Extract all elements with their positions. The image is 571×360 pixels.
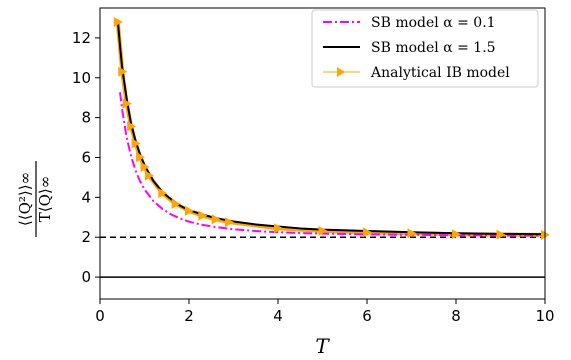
series-marker-analytical-ib — [225, 217, 235, 228]
series-marker-analytical-ib — [122, 98, 132, 109]
series-marker-analytical-ib — [158, 188, 168, 199]
series-marker-analytical-ib — [127, 121, 137, 132]
series-marker-analytical-ib — [171, 198, 181, 209]
y-axis-label-numerator: ⟨⟨Q²⟩⟩∞ — [16, 172, 34, 226]
y-tick-label: 0 — [81, 268, 91, 286]
series-marker-analytical-ib — [185, 205, 194, 216]
legend-marker-analytical-ib — [337, 67, 345, 77]
series-marker-analytical-ib — [496, 229, 506, 240]
series-marker-analytical-ib — [211, 214, 221, 225]
legend: SB model α = 0.1 SB model α = 1.5 Analyt… — [311, 9, 539, 88]
x-axis-ticks: 0 2 4 6 8 10 — [95, 299, 555, 325]
series-marker-analytical-ib — [113, 16, 123, 27]
y-axis-label: ⟨⟨Q²⟩⟩∞ T⟨Q⟩∞ — [16, 161, 54, 237]
legend-label-analytical-ib: Analytical IB model — [370, 65, 510, 81]
y-tick-label: 6 — [81, 148, 91, 166]
series-marker-analytical-ib — [318, 225, 328, 236]
x-axis-label: T — [315, 334, 330, 358]
plot-frame — [99, 7, 546, 300]
legend-item-sb-0.1: SB model α = 0.1 — [323, 15, 496, 31]
series-marker-analytical-ib — [131, 138, 141, 149]
series-line-sb-0.1 — [119, 92, 546, 237]
x-tick-label: 2 — [184, 307, 194, 325]
series-marker-analytical-ib — [144, 170, 154, 181]
x-tick-label: 8 — [451, 307, 461, 325]
y-tick-label: 2 — [81, 228, 91, 246]
series-marker-analytical-ib — [407, 228, 417, 239]
x-tick-label: 4 — [273, 307, 283, 325]
x-tick-label: 6 — [362, 307, 372, 325]
series-marker-analytical-ib — [452, 229, 461, 240]
series-marker-analytical-ib — [198, 210, 208, 221]
y-tick-label: 4 — [81, 188, 91, 206]
series-marker-analytical-ib — [274, 223, 283, 234]
series-marker-analytical-ib — [118, 66, 128, 77]
y-axis-ticks: 0 2 4 6 8 10 12 — [72, 29, 100, 286]
series-marker-analytical-ib — [363, 227, 372, 238]
series-marker-analytical-ib — [140, 162, 150, 173]
legend-label-sb-0.1: SB model α = 0.1 — [371, 15, 496, 31]
legend-label-sb-1.5: SB model α = 1.5 — [371, 40, 496, 56]
x-tick-label: 0 — [95, 307, 105, 325]
y-axis-label-denominator: T⟨Q⟩∞ — [36, 176, 54, 223]
legend-item-sb-1.5: SB model α = 1.5 — [323, 40, 496, 56]
y-tick-label: 8 — [81, 109, 91, 127]
y-tick-label: 10 — [72, 69, 91, 87]
x-tick-label: 10 — [535, 307, 554, 325]
y-tick-label: 12 — [72, 29, 91, 47]
plot-area — [100, 16, 550, 278]
legend-item-analytical-ib: Analytical IB model — [323, 65, 510, 81]
series-marker-analytical-ib — [136, 152, 146, 163]
legend-box — [311, 9, 539, 88]
